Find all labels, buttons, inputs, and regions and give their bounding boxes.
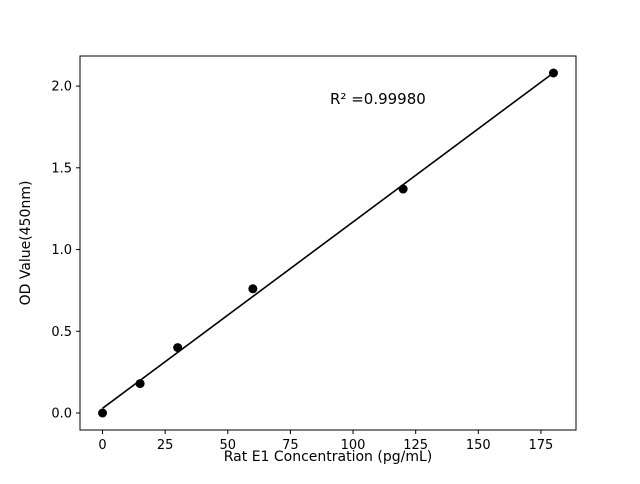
- data-point: [548, 68, 558, 78]
- y-axis-label: OD Value(450nm): [18, 181, 34, 306]
- plot-border: [79, 55, 577, 431]
- x-axis-label: Rat E1 Concentration (pg/mL): [224, 449, 432, 465]
- data-point: [135, 379, 145, 389]
- x-tick-label: 0: [98, 438, 106, 453]
- r-squared-annotation: R² =0.99980: [330, 90, 426, 108]
- x-tick-label: 50: [220, 438, 237, 453]
- data-point: [398, 184, 408, 194]
- x-tick-label: 75: [282, 438, 299, 453]
- fit-line: [102, 72, 554, 409]
- x-tick-label: 100: [341, 438, 366, 453]
- x-tick-label: 175: [529, 438, 554, 453]
- x-tick-label: 125: [403, 438, 428, 453]
- y-tick-label: 0.5: [51, 325, 72, 340]
- y-tick-label: 0.0: [51, 407, 72, 422]
- plot-area: 0 25 50 75 100 125 150 175 0.0 0.5 1.0 1.5 2.0: [51, 55, 577, 453]
- y-tick-label: 2.0: [51, 80, 72, 95]
- data-point: [173, 343, 183, 353]
- x-tick-label: 150: [466, 438, 491, 453]
- x-tick-label: 25: [157, 438, 174, 453]
- data-point: [98, 408, 108, 418]
- data-point: [248, 284, 258, 294]
- y-tick-label: 1.5: [51, 161, 72, 176]
- y-tick-label: 1.0: [51, 243, 72, 258]
